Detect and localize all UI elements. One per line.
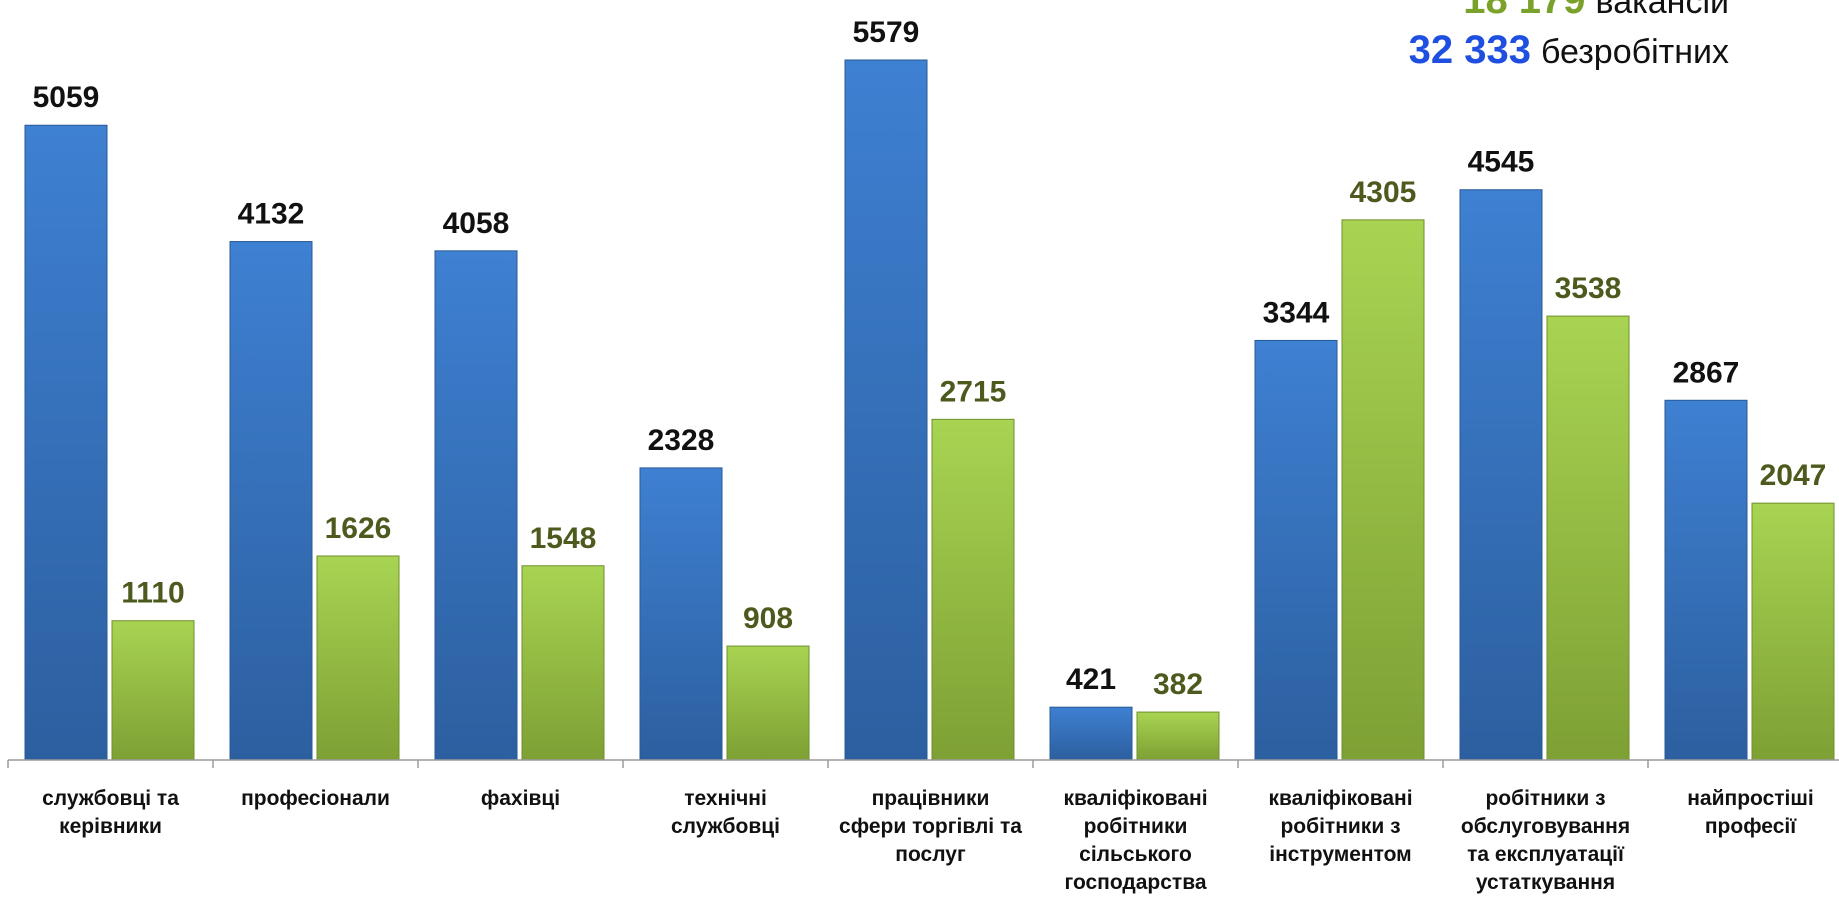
category-label-line: фахівці	[481, 787, 560, 810]
bar-unemployed	[844, 59, 928, 761]
bars-layer: 5059 1110 4132 1626 4058 1548 2328 908 5579 2715 4…	[24, 16, 1835, 761]
category-label-line: сільського	[1079, 843, 1192, 866]
category-label: фахівці	[481, 787, 560, 810]
category-label: працівники сфери торгівлі та послуг	[839, 787, 1022, 866]
category-labels: службовці та керівники професіонали фахівці…	[42, 787, 1814, 894]
bar-vacancies	[1136, 711, 1220, 761]
data-label-vacancies: 2047	[1760, 459, 1827, 492]
legend-vacancies-number: 18 179	[1463, 0, 1586, 22]
category-label-line: робітники	[1084, 815, 1188, 838]
data-label-vacancies: 908	[743, 602, 793, 635]
category-label-line: робітники з	[1485, 787, 1605, 810]
data-label-unemployed: 4058	[443, 207, 510, 240]
data-label-unemployed: 4132	[238, 198, 305, 231]
data-label-vacancies: 1626	[325, 512, 392, 545]
data-label-unemployed: 5059	[33, 81, 100, 114]
category-label-line: технічні	[684, 787, 767, 810]
data-label-vacancies: 3538	[1555, 272, 1622, 305]
x-axis	[7, 759, 1839, 768]
legend-unemployed-label: безробітних	[1540, 33, 1729, 71]
category-label-line: послуг	[895, 843, 966, 866]
bar-vacancies	[726, 645, 810, 761]
bar-unemployed	[639, 467, 723, 761]
legend-unemployed: 32 333 безробітних	[1409, 28, 1729, 73]
data-label-vacancies: 2715	[940, 375, 1007, 408]
bar-vacancies	[316, 555, 400, 761]
bar-unemployed	[229, 241, 313, 761]
legend-unemployed-number: 32 333	[1408, 28, 1531, 72]
bar-unemployed	[24, 124, 108, 761]
category-label: кваліфіковані робітники сільського господар…	[1063, 787, 1207, 894]
data-label-vacancies: 4305	[1350, 176, 1417, 209]
bar-vacancies	[931, 418, 1015, 761]
data-label-unemployed: 421	[1066, 663, 1116, 696]
bar-vacancies	[111, 620, 195, 761]
category-label-line: кваліфіковані	[1268, 787, 1412, 810]
category-label-line: сфери торгівлі та	[839, 815, 1022, 838]
category-label-line: керівники	[59, 815, 162, 838]
category-label-line: службовці	[671, 815, 780, 838]
category-label-line: господарства	[1064, 871, 1206, 894]
category-label-line: працівники	[872, 787, 990, 810]
bar-vacancies	[1546, 315, 1630, 761]
category-label: робітники з обслуговування та експлуатації…	[1461, 787, 1630, 894]
bar-unemployed	[1664, 399, 1748, 761]
data-label-unemployed: 2867	[1673, 356, 1740, 389]
category-label-line: кваліфіковані	[1063, 787, 1207, 810]
category-label-line: робітники з	[1280, 815, 1400, 838]
bar-vacancies	[521, 565, 605, 761]
data-label-unemployed: 5579	[853, 16, 920, 49]
legend-vacancies: 18 179 вакансій	[1463, 0, 1729, 23]
data-label-unemployed: 3344	[1263, 296, 1330, 329]
category-label-line: інструментом	[1269, 843, 1411, 866]
data-label-unemployed: 4545	[1468, 146, 1535, 179]
bar-unemployed	[1049, 706, 1133, 761]
data-label-vacancies: 382	[1153, 668, 1203, 701]
bar-unemployed	[1254, 339, 1338, 761]
category-label-line: та експлуатації	[1467, 843, 1625, 866]
category-label-line: службовці та	[42, 787, 179, 810]
category-label-line: професії	[1705, 815, 1797, 838]
bar-vacancies	[1341, 219, 1425, 761]
data-label-vacancies: 1548	[530, 522, 597, 555]
bar-unemployed	[434, 250, 518, 761]
category-label: професіонали	[241, 787, 390, 810]
bar-unemployed	[1459, 189, 1543, 761]
bar-vacancies	[1751, 502, 1835, 761]
category-label-line: професіонали	[241, 787, 390, 810]
category-label: кваліфіковані робітники з інструментом	[1268, 787, 1412, 866]
category-label: службовці та керівники	[42, 787, 179, 838]
category-label-line: устаткування	[1476, 871, 1615, 894]
category-label-line: обслуговування	[1461, 815, 1630, 838]
category-label: найпростіші професії	[1687, 787, 1813, 838]
category-label: технічні службовці	[671, 787, 780, 838]
data-label-vacancies: 1110	[121, 577, 184, 610]
data-label-unemployed: 2328	[648, 424, 715, 457]
category-label-line: найпростіші	[1687, 787, 1813, 810]
legend-vacancies-label: вакансій	[1595, 0, 1729, 21]
